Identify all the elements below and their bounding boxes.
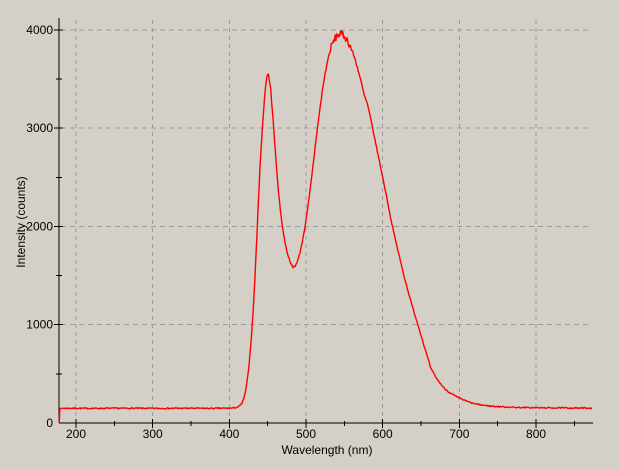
y-tick-label: 0: [46, 416, 53, 430]
x-tick-label: 500: [296, 427, 316, 441]
x-tick-label: 600: [373, 427, 393, 441]
y-tick-label: 4000: [26, 23, 53, 37]
spectrum-curve: [58, 30, 592, 424]
x-tick-label: 400: [219, 427, 239, 441]
y-tick-label: 1000: [26, 318, 53, 332]
y-axis-title: Intensity (counts): [14, 176, 28, 268]
x-axis-title: Wavelength (nm): [281, 443, 373, 457]
spectrum-line: [58, 30, 592, 424]
x-tick-label: 300: [143, 427, 163, 441]
y-gridlines: [61, 29, 592, 326]
axes: [58, 18, 593, 424]
x-tick-labels: 200 300 400 500 600 700 800: [66, 427, 546, 441]
x-axis-ticks: [75, 419, 575, 428]
x-tick-label: 200: [66, 427, 86, 441]
y-axis-ticks: [54, 29, 63, 375]
x-tick-label: 700: [449, 427, 469, 441]
y-tick-label: 3000: [26, 121, 53, 135]
y-tick-label: 2000: [26, 219, 53, 233]
y-tick-labels: 0 1000 2000 3000 4000: [26, 23, 53, 430]
x-tick-label: 800: [526, 427, 546, 441]
